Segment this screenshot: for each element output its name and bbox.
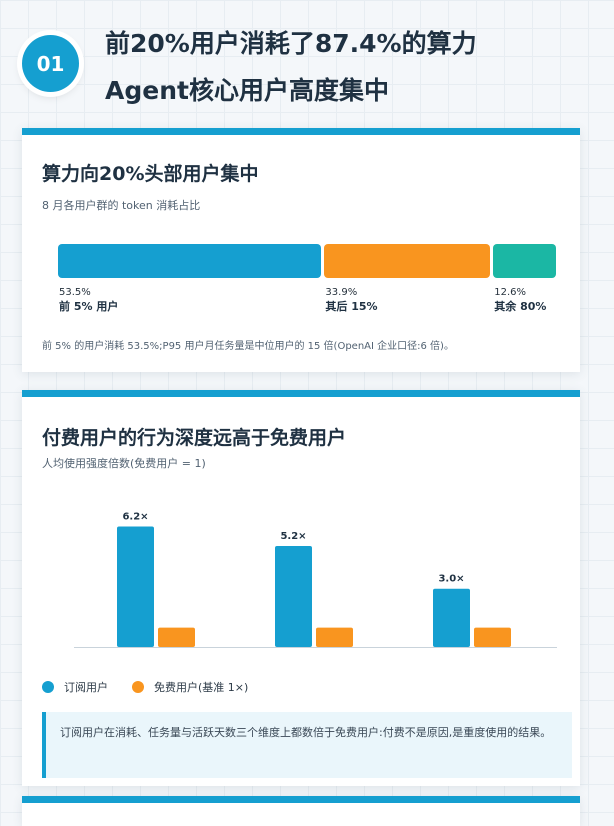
legend-label: 免费用户(基准 1×) [154,681,249,694]
segment-label: 12.6% 其余 80% [494,286,546,314]
card-title: 付费用户的行为深度远高于免费用户 [42,427,347,449]
page-title-line-2: Agent核心用户高度集中 [105,76,389,105]
page-title-line-1: 前20%用户消耗了87.4%的算力 [105,29,477,58]
segment-group-label: 前 5% 用户 [59,300,119,313]
legend-label: 订阅用户 [64,681,108,694]
bar-segment [493,244,556,278]
section-number: 01 [36,51,65,76]
segment-group-label: 其后 15% [325,300,378,313]
card-subtitle: 人均使用强度倍数(免费用户 = 1) [42,457,206,470]
bar [158,627,195,647]
next-card-edge [22,796,580,826]
legend-swatch-blue [42,681,54,693]
bar-segment [58,244,322,278]
usage-intensity-card: 付费用户的行为深度远高于免费用户 人均使用强度倍数(免费用户 = 1) 6.2×… [22,390,580,786]
card-title: 算力向20%头部用户集中 [42,163,259,185]
legend-swatch-orange [132,681,144,693]
stacked-share-bar [58,244,556,278]
usage-bar-chart: 6.2× Token 消耗 5.2× 任务量 3.0× 月活跃天数 [74,512,557,658]
insight-callout: 订阅用户在消耗、任务量与活跃天数三个维度上都数倍于免费用户:付费不是原因,是重度… [42,712,572,778]
bar [117,526,154,647]
bar [433,588,470,647]
segment-label: 53.5% 前 5% 用户 [59,286,118,314]
token-share-card: 算力向20%头部用户集中 8 月各用户群的 token 消耗占比 53.5% 前 … [22,128,580,372]
segment-group-label: 其余 80% [494,300,547,313]
section-number-badge: 01 [22,35,79,92]
bar [275,545,312,647]
legend-item-free-users: 免费用户(基准 1×) [132,679,248,695]
page-title: 前20%用户消耗了87.4%的算力 Agent核心用户高度集中 [105,24,605,111]
chart-legend: 订阅用户 免费用户(基准 1×) [42,679,272,695]
bar [316,627,353,647]
bar-value-label: 3.0× [438,574,464,585]
x-tick-label: 任务量 [300,657,327,658]
x-tick-label: 月活跃天数 [449,657,494,658]
card-footnote: 前 5% 的用户消耗 53.5%;P95 用户月任务量是中位用户的 15 倍(O… [42,341,454,352]
x-tick-label: Token 消耗 [132,657,179,658]
bar [474,627,511,647]
card-subtitle: 8 月各用户群的 token 消耗占比 [42,199,201,212]
bar-value-label: 5.2× [280,531,306,542]
segment-value-label: 53.5% [59,287,91,298]
bar-value-label: 6.2× [122,512,148,523]
bar-segment [324,244,491,278]
legend-item-subscribers: 订阅用户 [42,679,108,695]
segment-label: 33.9% 其后 15% [325,286,377,314]
segment-value-label: 33.9% [325,287,358,298]
segment-value-label: 12.6% [494,287,527,298]
